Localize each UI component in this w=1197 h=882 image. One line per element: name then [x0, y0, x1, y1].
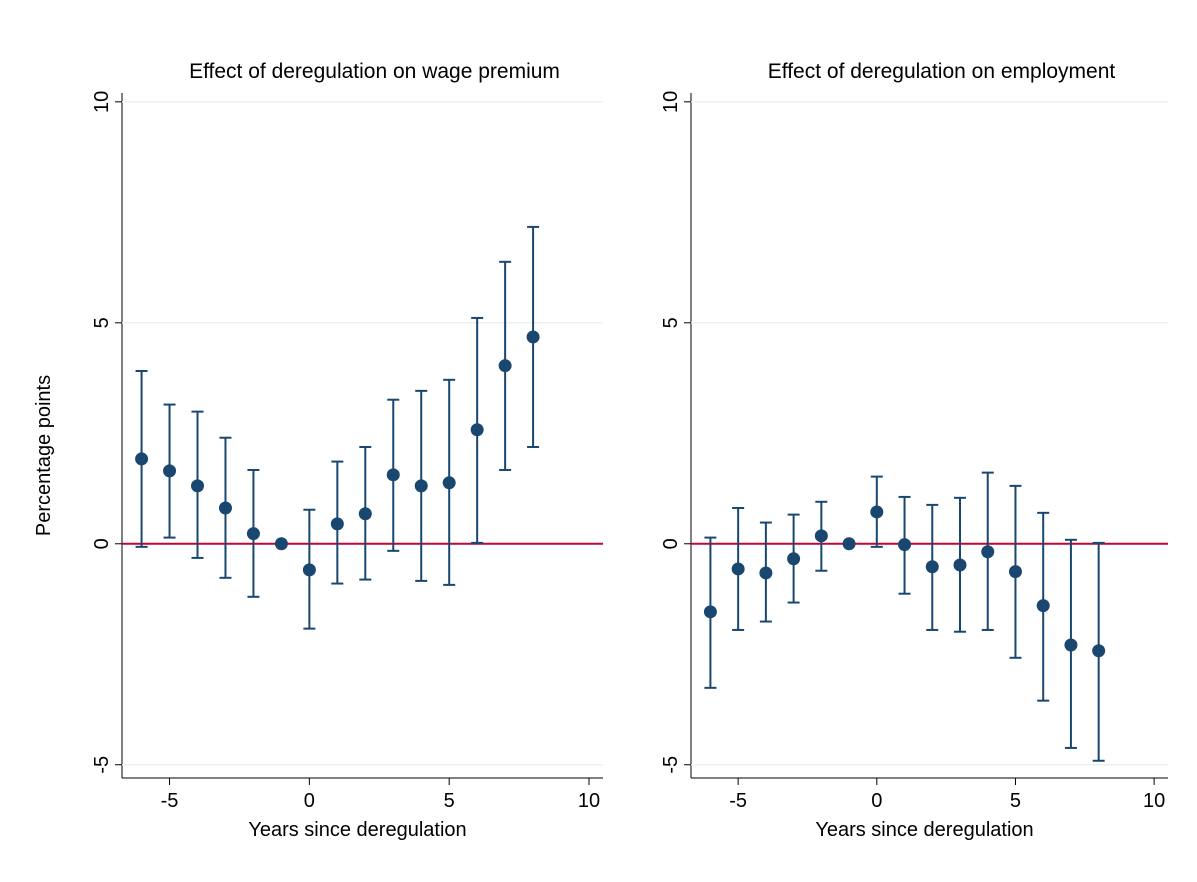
point	[246, 527, 260, 541]
y-tick-label: -5	[660, 756, 682, 774]
y-tick-label: -5	[91, 756, 113, 774]
point	[498, 359, 512, 373]
y-tick-label: 10	[660, 91, 682, 113]
point	[731, 562, 745, 576]
point	[981, 545, 995, 559]
x-tick-label: 0	[871, 790, 882, 812]
y-tick-label: 5	[91, 317, 113, 328]
point	[386, 468, 400, 482]
point	[218, 501, 232, 515]
point	[191, 479, 205, 493]
point	[1064, 638, 1078, 652]
point	[274, 537, 288, 551]
y-tick-label: 10	[91, 91, 113, 113]
x-tick-label: 10	[1143, 790, 1165, 812]
point	[163, 464, 177, 478]
x-tick-label: -5	[729, 790, 747, 812]
x-tick-label: 10	[578, 790, 600, 812]
point	[1092, 644, 1106, 658]
point	[526, 330, 540, 344]
x-tick-label: 0	[304, 790, 315, 812]
x-axis-label: Years since deregulation	[815, 819, 1033, 841]
y-axis-label: Percentage points	[33, 375, 55, 536]
chart-title: Effect of deregulation on employment	[768, 60, 1116, 83]
x-tick-label: -5	[161, 790, 179, 812]
y-tick-label: 0	[660, 538, 682, 549]
point	[1036, 599, 1050, 613]
point	[414, 479, 428, 493]
point	[703, 605, 717, 619]
point	[814, 529, 828, 543]
x-tick-label: 5	[1010, 790, 1021, 812]
x-tick-label: 5	[444, 790, 455, 812]
point	[358, 507, 372, 521]
x-axis-label: Years since deregulation	[248, 819, 466, 841]
y-tick-label: 5	[660, 317, 682, 328]
point	[925, 560, 939, 574]
point	[870, 505, 884, 519]
point	[330, 517, 344, 531]
point	[135, 452, 149, 466]
point	[442, 476, 456, 490]
point	[470, 423, 484, 437]
point	[759, 566, 773, 580]
point	[1008, 565, 1022, 579]
point	[302, 563, 316, 577]
point	[953, 558, 967, 572]
point	[842, 537, 856, 551]
chart-title: Effect of deregulation on wage premium	[189, 60, 560, 83]
point	[787, 552, 801, 566]
y-tick-label: 0	[91, 538, 113, 549]
point	[898, 538, 912, 552]
